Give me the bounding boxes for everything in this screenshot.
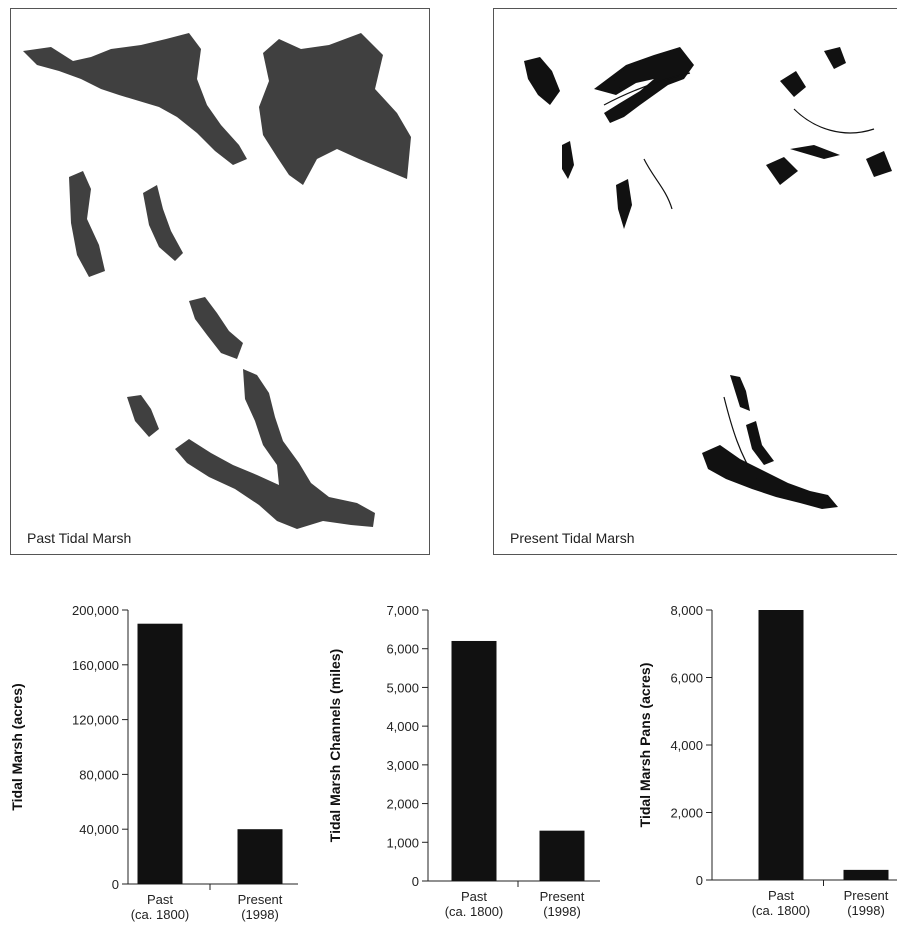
y-tick-label: 3,000 — [386, 758, 419, 773]
y-tick-label: 40,000 — [79, 822, 119, 837]
past-marsh-region — [127, 395, 159, 437]
x-tick-label: Past — [147, 892, 173, 907]
y-tick-label: 2,000 — [670, 806, 703, 821]
x-tick-label: Present — [844, 888, 889, 903]
bar-chart-3: 0 2,000 4,000 6,000 8,000 Tidal Marsh Pans (a… — [637, 603, 897, 918]
present-marsh-region — [746, 421, 774, 465]
y-tick-label: 0 — [412, 874, 419, 889]
bar — [137, 623, 183, 884]
x-tick-label: Past — [461, 889, 487, 904]
y-tick-label: 8,000 — [670, 603, 703, 618]
x-tick-label: (1998) — [847, 903, 885, 918]
y-tick-label: 160,000 — [72, 658, 119, 673]
y-tick-label: 0 — [112, 877, 119, 892]
y-axis-label: Tidal Marsh (acres) — [9, 683, 25, 810]
present-marsh-region — [524, 57, 560, 105]
bar — [843, 869, 889, 880]
y-tick-label: 0 — [696, 873, 703, 888]
bar-charts: 0 40,000 80,000 120,000 160,000 200,000 Tidal … — [0, 588, 897, 934]
bar — [539, 830, 585, 881]
present-marsh-region — [824, 47, 846, 69]
y-tick-label: 6,000 — [386, 642, 419, 657]
x-tick-label: (1998) — [543, 904, 581, 919]
y-axis-label: Tidal Marsh Pans (acres) — [637, 663, 653, 828]
y-tick-label: 4,000 — [386, 719, 419, 734]
present-marsh-channel — [723, 396, 757, 480]
bar-chart-2: 0 1,000 2,000 3,000 4,000 5,000 6,000 7,000 Tida… — [327, 603, 600, 919]
present-marsh-region — [616, 179, 632, 229]
x-tick-label: Present — [238, 892, 283, 907]
present-marsh-region — [766, 157, 798, 185]
past-marsh-region — [23, 33, 247, 165]
past-marsh-region — [189, 297, 243, 359]
present-marsh-region — [866, 151, 892, 177]
x-tick-label: Past — [768, 888, 794, 903]
y-tick-label: 2,000 — [386, 797, 419, 812]
bar — [758, 610, 804, 880]
present-marsh-region — [730, 375, 750, 411]
present-map-caption: Present Tidal Marsh — [510, 530, 635, 546]
present-marsh-region — [594, 47, 694, 123]
y-tick-label: 80,000 — [79, 767, 119, 782]
y-tick-label: 1,000 — [386, 835, 419, 850]
past-marsh-region — [143, 185, 183, 261]
past-map-caption: Past Tidal Marsh — [27, 530, 132, 546]
bar-chart-1: 0 40,000 80,000 120,000 160,000 200,000 Tidal … — [9, 603, 298, 922]
past-marsh-map: Past Tidal Marsh — [10, 8, 430, 555]
y-tick-label: 120,000 — [72, 713, 119, 728]
y-tick-label: 5,000 — [386, 680, 419, 695]
past-marsh-region — [175, 369, 375, 529]
x-tick-label: (ca. 1800) — [131, 907, 190, 922]
x-tick-label: (ca. 1800) — [445, 904, 504, 919]
y-tick-label: 200,000 — [72, 603, 119, 618]
present-marsh-channel — [793, 108, 875, 134]
x-tick-label: (ca. 1800) — [752, 903, 811, 918]
present-marsh-region — [790, 145, 840, 159]
x-tick-label: (1998) — [241, 907, 279, 922]
y-tick-label: 6,000 — [670, 671, 703, 686]
present-marsh-map: Present Tidal Marsh — [493, 8, 897, 555]
y-tick-label: 7,000 — [386, 603, 419, 618]
bar — [237, 829, 283, 884]
bar-charts-svg: 0 40,000 80,000 120,000 160,000 200,000 Tidal … — [9, 603, 897, 922]
present-marsh-region — [702, 445, 838, 509]
present-marsh-region — [562, 141, 574, 179]
present-marsh-shapes — [524, 47, 892, 509]
past-marsh-region — [69, 171, 105, 277]
y-axis-label: Tidal Marsh Channels (miles) — [327, 649, 343, 842]
past-marsh-region — [259, 33, 411, 185]
present-marsh-channel — [643, 158, 673, 210]
present-marsh-region — [780, 71, 806, 97]
y-tick-label: 4,000 — [670, 738, 703, 753]
present-marsh-region — [612, 69, 634, 91]
bar — [451, 640, 497, 881]
x-tick-label: Present — [540, 889, 585, 904]
past-marsh-shapes — [23, 33, 411, 529]
present-marsh-channel — [603, 72, 691, 106]
